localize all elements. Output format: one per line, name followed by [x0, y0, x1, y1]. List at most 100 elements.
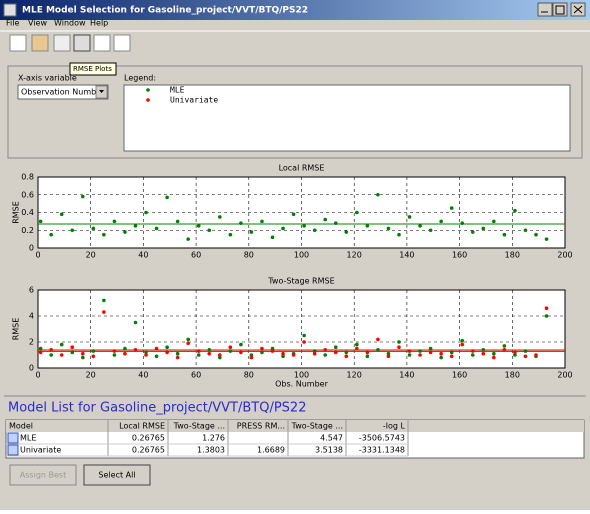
x-tick-label: 120: [347, 251, 362, 260]
data-point: [481, 351, 486, 356]
data-point: [80, 194, 85, 199]
data-point: [102, 310, 106, 314]
data-point: [239, 350, 243, 355]
options-panel: [7, 65, 583, 159]
toolbar-button[interactable]: [53, 34, 71, 52]
toolbar-button[interactable]: [93, 34, 111, 52]
data-point: [102, 298, 106, 303]
table-cell: 1.3803: [197, 446, 225, 455]
model-name: Univariate: [20, 446, 61, 455]
data-point: [302, 224, 306, 228]
legend-label: Legend:: [124, 74, 156, 83]
data-point: [502, 348, 507, 352]
y-tick-label: 2: [29, 338, 34, 347]
data-point: [502, 232, 507, 237]
toolbar-button[interactable]: [113, 34, 131, 52]
data-point: [186, 341, 190, 346]
data-point: [270, 349, 275, 353]
y-tick-label: 0.6: [21, 190, 34, 199]
data-point: [386, 351, 391, 356]
data-point: [344, 354, 349, 359]
x-axis-dropdown[interactable]: [17, 84, 109, 100]
model-name: MLE: [20, 434, 36, 443]
data-point: [249, 355, 254, 360]
legend-entry: Univariate: [170, 96, 218, 105]
x-tick-label: 140: [399, 371, 414, 380]
window-buttons[interactable]: [537, 2, 586, 17]
model-icon: [7, 432, 19, 444]
data-point: [207, 228, 212, 233]
data-point: [523, 349, 528, 353]
data-point: [218, 355, 222, 360]
data-point: [544, 237, 549, 241]
data-point: [492, 351, 496, 356]
data-point: [80, 355, 85, 360]
data-point: [460, 342, 465, 347]
menu-help[interactable]: Help: [90, 19, 108, 28]
data-point: [133, 348, 138, 352]
data-point: [323, 348, 328, 352]
table-cell: 1.276: [202, 434, 225, 443]
assign-best-label: Assign Best: [20, 471, 66, 480]
data-point: [207, 348, 212, 352]
data-point: [260, 346, 264, 351]
select-all-button[interactable]: [83, 464, 151, 486]
data-point: [102, 232, 106, 237]
x-axis-label: Obs. Number: [275, 380, 328, 389]
data-point: [386, 226, 391, 231]
x-tick-label: 180: [505, 371, 520, 380]
assign-best-button[interactable]: [9, 464, 77, 486]
data-point: [59, 353, 64, 357]
data-point: [196, 349, 201, 353]
data-point: [196, 353, 201, 357]
data-point: [418, 349, 422, 353]
data-point: [133, 224, 138, 228]
chart-title: Two-Stage RMSE: [267, 277, 334, 286]
data-point: [154, 346, 159, 351]
data-point: [38, 346, 43, 351]
data-point: [365, 224, 370, 228]
data-point: [355, 346, 359, 351]
data-point: [165, 345, 169, 350]
data-point: [323, 353, 328, 357]
table-header: Model: [9, 422, 33, 431]
data-point: [218, 215, 222, 219]
data-point: [144, 210, 148, 215]
data-point: [70, 345, 75, 350]
table-cell: 3.5138: [315, 446, 343, 455]
menu-window[interactable]: Window: [54, 19, 86, 28]
dropdown-arrow-icon: [99, 90, 104, 93]
data-point: [228, 345, 233, 350]
data-point: [333, 345, 338, 350]
x-tick-label: 160: [452, 371, 467, 380]
x-tick-label: 100: [294, 251, 309, 260]
toolbar-button[interactable]: [73, 34, 91, 52]
table-header-bg: [6, 420, 584, 432]
data-point: [376, 337, 380, 342]
x-axis-label: X-axis variable: [18, 74, 77, 83]
data-point: [470, 349, 475, 353]
menu-file[interactable]: File: [6, 19, 19, 28]
data-point: [281, 354, 285, 359]
data-point: [470, 230, 475, 234]
data-point: [249, 353, 254, 357]
data-point: [112, 349, 117, 353]
y-tick-label: 0.2: [21, 226, 34, 235]
data-point: [323, 217, 328, 222]
x-tick-label: 180: [505, 251, 520, 260]
data-point: [534, 232, 538, 237]
x-tick-label: 0: [35, 371, 40, 380]
toolbar: [9, 34, 131, 52]
data-point: [439, 219, 443, 224]
data-point: [281, 351, 285, 356]
menu-view[interactable]: View: [28, 19, 47, 28]
data-point: [91, 226, 96, 231]
data-point: [439, 355, 443, 360]
toolbar-button[interactable]: [9, 34, 27, 52]
data-point: [91, 349, 96, 353]
data-point: [449, 206, 454, 210]
minimize-button[interactable]: [537, 2, 553, 17]
window-title: MLE Model Selection for Gasoline_project…: [22, 6, 308, 16]
toolbar-button[interactable]: [31, 34, 49, 52]
data-point: [449, 354, 454, 359]
